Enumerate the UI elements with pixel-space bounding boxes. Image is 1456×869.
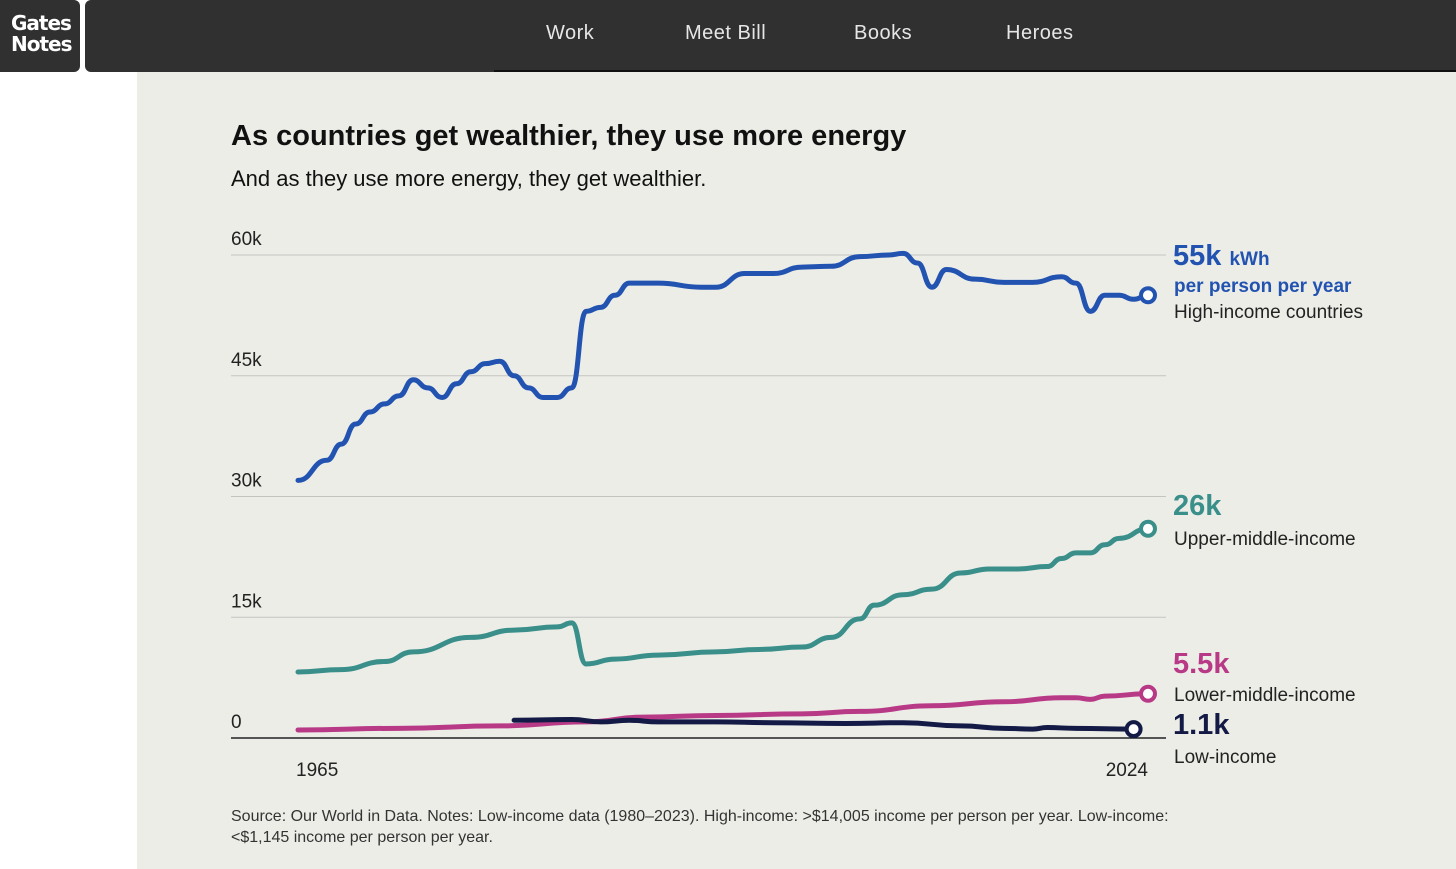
unit-label: kWh [1229,249,1270,270]
y-tick-label: 30k [231,471,262,492]
y-tick-label: 60k [231,229,262,250]
series-line-3 [511,716,1137,732]
chart-subtitle: And as they use more energy, they get we… [231,166,707,191]
high-income-value: 55k kWh [1173,240,1270,272]
series-line-2 [295,691,1151,733]
nav-heroes[interactable]: Heroes [1006,22,1074,44]
lower-middle-value: 5.5k [1173,648,1230,680]
source-note: Source: Our World in Data. Notes: Low-in… [231,808,1169,846]
low-income-value: 1.1k [1173,709,1230,741]
upper-middle-label: Upper-middle-income [1174,529,1356,550]
y-tick-label: 0 [231,712,242,733]
series-end-marker [1139,519,1157,538]
x-tick-label: 2024 [1106,760,1149,781]
series-end-marker [1139,286,1157,305]
series-line-0 [295,250,1151,483]
y-tick-label: 45k [231,350,262,371]
top-nav: Work Meet Bill Books Heroes [85,0,1456,72]
nav-meet-bill[interactable]: Meet Bill [685,22,767,44]
gates-notes-logo[interactable]: Gates Notes [0,0,80,72]
series-end-marker [1139,684,1157,703]
lower-middle-label: Lower-middle-income [1174,685,1356,706]
unit-sub-label: per person per year [1174,276,1352,297]
nav-books[interactable]: Books [854,22,913,44]
high-income-label: High-income countries [1174,302,1364,323]
x-tick-label: 1965 [296,760,338,781]
nav-underline [494,70,1456,72]
upper-middle-value: 26k [1173,490,1222,522]
chart-title: As countries get wealthier, they use mor… [231,120,907,152]
logo-text: Gates Notes [11,11,73,56]
y-tick-label: 15k [231,591,262,612]
series-end-marker [1124,720,1143,739]
chart-panel [137,72,1456,869]
low-income-label: Low-income [1174,747,1277,768]
series-line-1 [295,526,1151,675]
nav-work[interactable]: Work [546,22,595,44]
